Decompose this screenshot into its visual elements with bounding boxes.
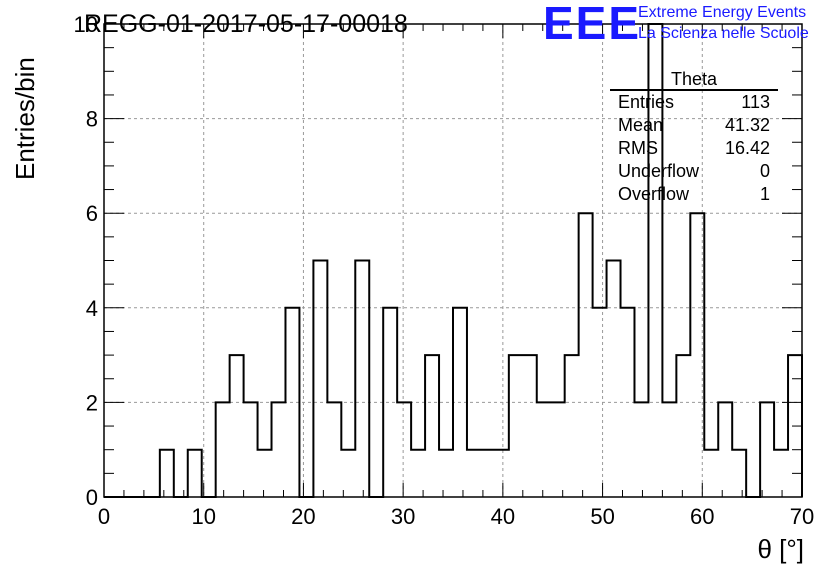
stats-row-underflow: Underflow 0 [610,160,778,183]
y-tick-label: 2 [86,390,98,415]
x-tick-label: 10 [191,504,215,529]
stats-value: 0 [759,161,770,181]
x-tick-label: 0 [98,504,110,529]
stats-label: RMS [618,138,658,158]
logo-line-2: La Scienza nelle Scuole [638,25,809,42]
eee-logo: EEE [543,0,642,49]
stats-row-overflow: Overflow 1 [610,183,778,206]
stats-label: Overflow [618,184,690,204]
histogram-step-line [104,23,803,498]
stats-row-mean: Mean 41.32 [610,114,778,137]
axis-ticks [103,23,803,498]
x-tick-label: 50 [590,504,614,529]
stats-row-entries: Entries 113 [610,91,778,114]
logo-line-1: Extreme Energy Events [638,4,807,21]
x-tick-label: 20 [291,504,315,529]
stats-value: 41.32 [724,115,770,135]
stats-row-rms: RMS 16.42 [610,137,778,160]
x-tick-label: 60 [690,504,714,529]
stats-value: 16.42 [724,138,770,158]
stats-label: Entries [618,92,675,112]
x-tick-label: 70 [790,504,814,529]
y-axis-label: Entries/bin [10,57,40,180]
y-tick-label: 0 [86,485,98,510]
stats-label: Underflow [618,161,700,181]
stats-box: Theta Entries 113 Mean 41.32 RMS 16.42 U… [610,66,778,206]
stats-label: Mean [618,115,664,135]
plot-frame [103,23,803,498]
stats-box-title: Theta [610,66,778,91]
x-tick-label: 40 [491,504,515,529]
y-tick-label: 8 [86,107,98,132]
y-tick-label: 4 [86,296,98,321]
x-tick-label: 30 [391,504,415,529]
y-tick-label: 10 [74,12,98,37]
chart-title: REGG-01-2017-05-17-00018 [84,10,408,38]
x-axis-label: θ [°] [757,534,804,564]
stats-value: 113 [741,92,770,112]
y-tick-label: 6 [86,201,98,226]
stats-value: 1 [759,184,770,204]
